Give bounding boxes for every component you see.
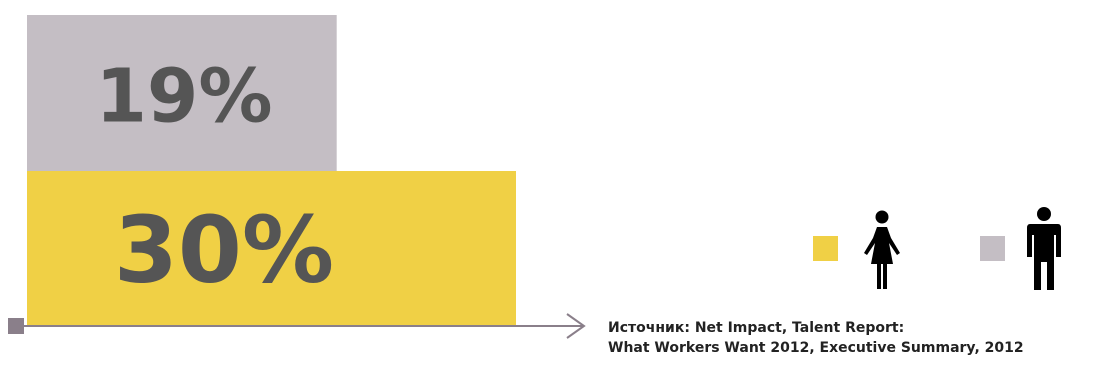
source-line-1: Источник: Net Impact, Talent Report: — [608, 320, 905, 336]
bar-men — [27, 15, 337, 175]
man-icon — [1027, 207, 1061, 290]
woman-icon — [864, 210, 900, 289]
source-note: Источник: Net Impact, Talent Report: Wha… — [608, 318, 1088, 358]
source-line-2: What Workers Want 2012, Executive Summar… — [608, 340, 1024, 356]
x-axis-arrowhead — [566, 313, 586, 339]
axis-start-marker — [8, 318, 24, 334]
bar-label-women: 30% — [114, 197, 334, 304]
bars-group: 19% 30% — [27, 15, 516, 326]
bar-label-men: 19% — [95, 54, 272, 140]
legend-swatch-men — [980, 236, 1005, 261]
legend-swatch-women — [813, 236, 838, 261]
bar-women — [27, 171, 516, 326]
